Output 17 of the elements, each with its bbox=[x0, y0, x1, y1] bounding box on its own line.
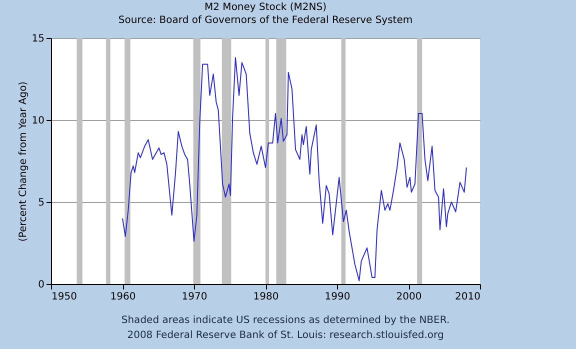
x-tick-label: 1960 bbox=[110, 292, 136, 302]
text: Shaded areas indicate US recessions as determined by the NBER. bbox=[121, 315, 450, 326]
y-tick-label: 0 bbox=[38, 280, 44, 290]
text: 2008 Federal Reserve Bank of St. Louis: research.stlouisfed.org bbox=[127, 330, 444, 341]
x-tick-label: 1980 bbox=[253, 292, 279, 302]
line-series bbox=[122, 57, 467, 282]
y-tick-label: 10 bbox=[32, 116, 44, 126]
x-tick-label: 1990 bbox=[324, 292, 350, 302]
chart-title: M2 Money Stock (M2NS) bbox=[204, 2, 327, 13]
chart-subtitle: Source: Board of Governors of the Federal Reserve System bbox=[118, 15, 413, 26]
y-tick-label: 15 bbox=[32, 34, 44, 44]
x-tick-label: 1950 bbox=[52, 292, 77, 302]
x-tick-label: 2010 bbox=[455, 292, 480, 302]
y-tick-label: 5 bbox=[38, 198, 44, 208]
y-axis-title: (Percent Change from Year Ago) bbox=[18, 81, 29, 242]
x-tick-label: 1970 bbox=[182, 292, 208, 302]
x-tick-label: 2000 bbox=[396, 292, 422, 302]
